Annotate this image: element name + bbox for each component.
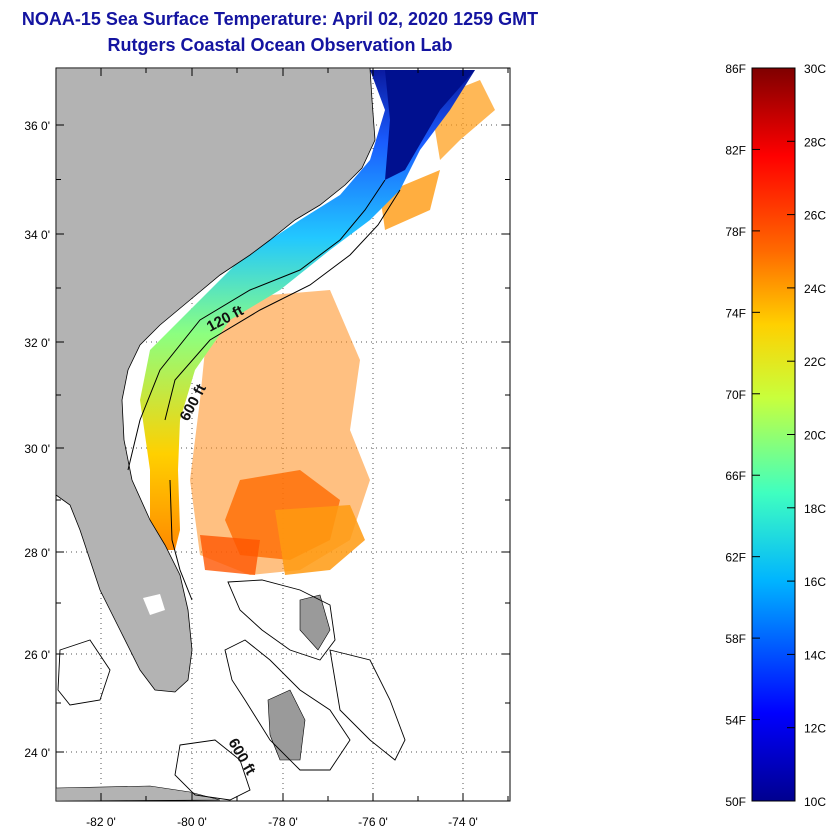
- land-mass: [55, 67, 376, 802]
- colorbar-fahrenheit-scale: 86F 82F 78F 74F 70F 66F 62F 58F 54F 50F: [725, 62, 760, 809]
- colorbar-c-label: 18C: [804, 502, 826, 516]
- map-title: NOAA-15 Sea Surface Temperature: April 0…: [21, 9, 539, 29]
- latitude-label: 34 0': [24, 228, 50, 242]
- longitude-label: -78 0': [268, 815, 298, 829]
- sst-coastal-band: [140, 70, 475, 550]
- latitude-label: 36 0': [24, 119, 50, 133]
- latitude-label: 28 0': [24, 546, 50, 560]
- longitude-label: -74 0': [448, 815, 478, 829]
- bathymetry-contours: [57, 179, 406, 801]
- colorbar-c-label: 30C: [804, 62, 826, 76]
- colorbar-f-label: 62F: [725, 551, 746, 565]
- colorbar-celsius-scale: 30C 28C 26C 24C 22C 20C 18C 16C 14C 12C 10C: [787, 62, 826, 809]
- latitude-label: 26 0': [24, 648, 50, 662]
- colorbar-f-label: 66F: [725, 469, 746, 483]
- colorbar-f-label: 70F: [725, 388, 746, 402]
- colorbar-c-label: 26C: [804, 209, 826, 223]
- sst-warm-patches: [190, 80, 495, 575]
- latitude-label: 30 0': [24, 442, 50, 456]
- colorbar-f-label: 54F: [725, 714, 746, 728]
- longitude-label: -82 0': [86, 815, 116, 829]
- colorbar-c-label: 28C: [804, 135, 826, 149]
- colorbar-c-label: 14C: [804, 648, 826, 662]
- latitude-label: 32 0': [24, 336, 50, 350]
- colorbar-f-label: 58F: [725, 632, 746, 646]
- colorbar-f-label: 78F: [725, 225, 746, 239]
- colorbar-f-label: 74F: [725, 306, 746, 320]
- colorbar-c-label: 12C: [804, 722, 826, 736]
- colorbar-c-label: 24C: [804, 282, 826, 296]
- longitude-label: -76 0': [358, 815, 388, 829]
- colorbar-c-label: 20C: [804, 429, 826, 443]
- colorbar-f-label: 82F: [725, 143, 746, 157]
- colorbar-c-label: 16C: [804, 575, 826, 589]
- longitude-label: -80 0': [177, 815, 207, 829]
- latitude-label: 24 0': [24, 746, 50, 760]
- map-subtitle: Rutgers Coastal Ocean Observation Lab: [107, 35, 453, 55]
- colorbar-c-label: 22C: [804, 355, 826, 369]
- longitude-axis: -82 0' -80 0' -78 0' -76 0' -74 0': [86, 68, 509, 829]
- colorbar-f-label: 86F: [725, 62, 746, 76]
- colorbar-f-label: 50F: [725, 795, 746, 809]
- colorbar-c-label: 10C: [804, 795, 826, 809]
- latitude-axis: 36 0' 34 0' 32 0' 30 0' 28 0' 26 0' 24 0': [24, 119, 510, 760]
